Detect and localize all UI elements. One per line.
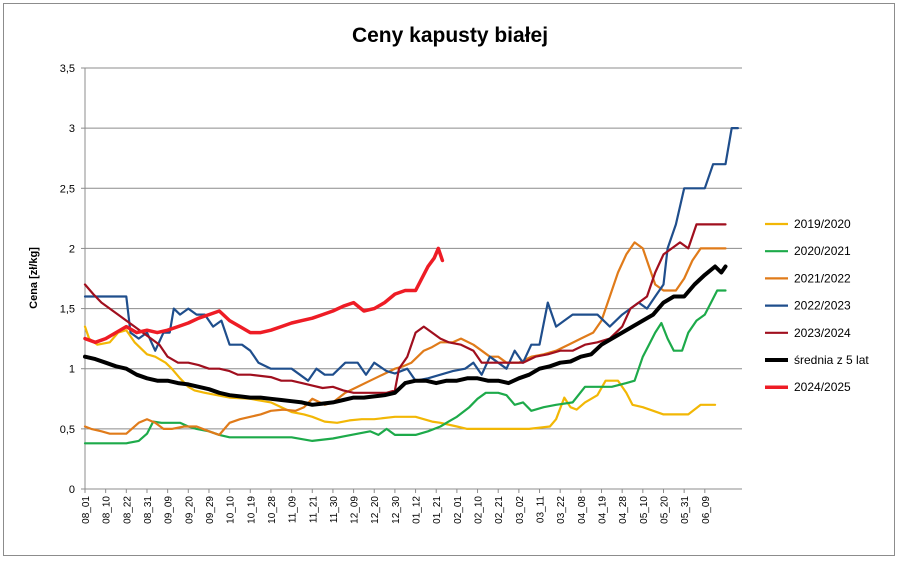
x-tick-label: 03_02 bbox=[515, 496, 526, 524]
x-tick-label: 10_19 bbox=[246, 496, 257, 524]
x-tick-label: 01_12 bbox=[412, 496, 423, 524]
series-line bbox=[83, 264, 728, 407]
x-tick-label: 09_09 bbox=[164, 496, 175, 524]
y-ticks: 0 0,5 1 1,5 2 2,5 3 3,5 bbox=[60, 63, 85, 496]
legend-label: 2019/2020 bbox=[794, 217, 851, 231]
y-tick-label: 0 bbox=[69, 484, 75, 496]
y-tick-label: 3,5 bbox=[60, 63, 75, 75]
x-tick-label: 12_30 bbox=[391, 496, 402, 524]
y-tick-label: 2 bbox=[69, 243, 75, 255]
x-tick-label: 04_08 bbox=[577, 496, 588, 524]
x-tick-label: 05_10 bbox=[639, 496, 650, 524]
legend-label: 2023/2024 bbox=[794, 326, 851, 340]
series-line bbox=[83, 241, 727, 436]
x-tick-label: 08_01 bbox=[81, 496, 92, 524]
x-tick-label: 04_19 bbox=[598, 496, 609, 524]
x-tick-label: 11_09 bbox=[288, 496, 299, 524]
series-line bbox=[83, 289, 727, 445]
chart-title: Ceny kapusty białej bbox=[352, 24, 548, 47]
x-tick-label: 02_01 bbox=[453, 496, 464, 524]
legend-label: 2021/2022 bbox=[794, 271, 851, 285]
x-tick-label: 02_21 bbox=[494, 496, 505, 524]
chart-frame bbox=[3, 3, 895, 556]
x-tick-label: 08_10 bbox=[102, 496, 113, 524]
legend-label: 2020/2021 bbox=[794, 244, 851, 258]
x-tick-label: 09_20 bbox=[184, 496, 195, 524]
series-line bbox=[83, 325, 717, 430]
x-tick-label: 03_22 bbox=[556, 496, 567, 524]
x-tick-label: 03_11 bbox=[536, 496, 547, 524]
x-tick-label: 01_21 bbox=[432, 496, 443, 524]
x-tick-label: 12_09 bbox=[350, 496, 361, 524]
y-tick-label: 2,5 bbox=[60, 183, 75, 195]
y-tick-label: 0,5 bbox=[60, 424, 75, 436]
series-line bbox=[83, 246, 445, 345]
legend-label: 2022/2023 bbox=[794, 299, 851, 313]
legend: 2019/2020 2020/2021 2021/2022 2022/2023 2023… bbox=[765, 217, 869, 394]
y-tick-label: 3 bbox=[69, 123, 75, 135]
x-tick-label: 12_20 bbox=[370, 496, 381, 524]
y-tick-label: 1,5 bbox=[60, 304, 75, 316]
x-tick-label: 05_20 bbox=[659, 496, 670, 524]
series-line bbox=[83, 223, 727, 394]
x-tick-label: 09_29 bbox=[205, 496, 216, 524]
x-tick-label: 08_22 bbox=[122, 496, 133, 524]
series-lines bbox=[83, 127, 739, 445]
x-tick-label: 02_10 bbox=[474, 496, 485, 524]
x-ticks: 08_01 08_10 08_22 08_31 09_09 09_20 09_29 10_10… bbox=[81, 489, 712, 524]
axes bbox=[84, 68, 742, 490]
x-tick-label: 06_09 bbox=[701, 496, 712, 524]
x-tick-label: 10_10 bbox=[226, 496, 237, 524]
x-tick-label: 04_28 bbox=[618, 496, 629, 524]
y-axis-label: Cena [zł/kg] bbox=[28, 247, 40, 309]
x-tick-label: 08_31 bbox=[143, 496, 154, 524]
legend-label: 2024/2025 bbox=[794, 380, 851, 394]
x-tick-label: 11_21 bbox=[308, 496, 319, 524]
legend-label: średnia z 5 lat bbox=[794, 353, 869, 367]
y-tick-label: 1 bbox=[69, 364, 75, 376]
x-tick-label: 11_30 bbox=[329, 496, 340, 524]
x-tick-label: 05_31 bbox=[680, 496, 691, 524]
x-tick-label: 10_28 bbox=[267, 496, 278, 524]
